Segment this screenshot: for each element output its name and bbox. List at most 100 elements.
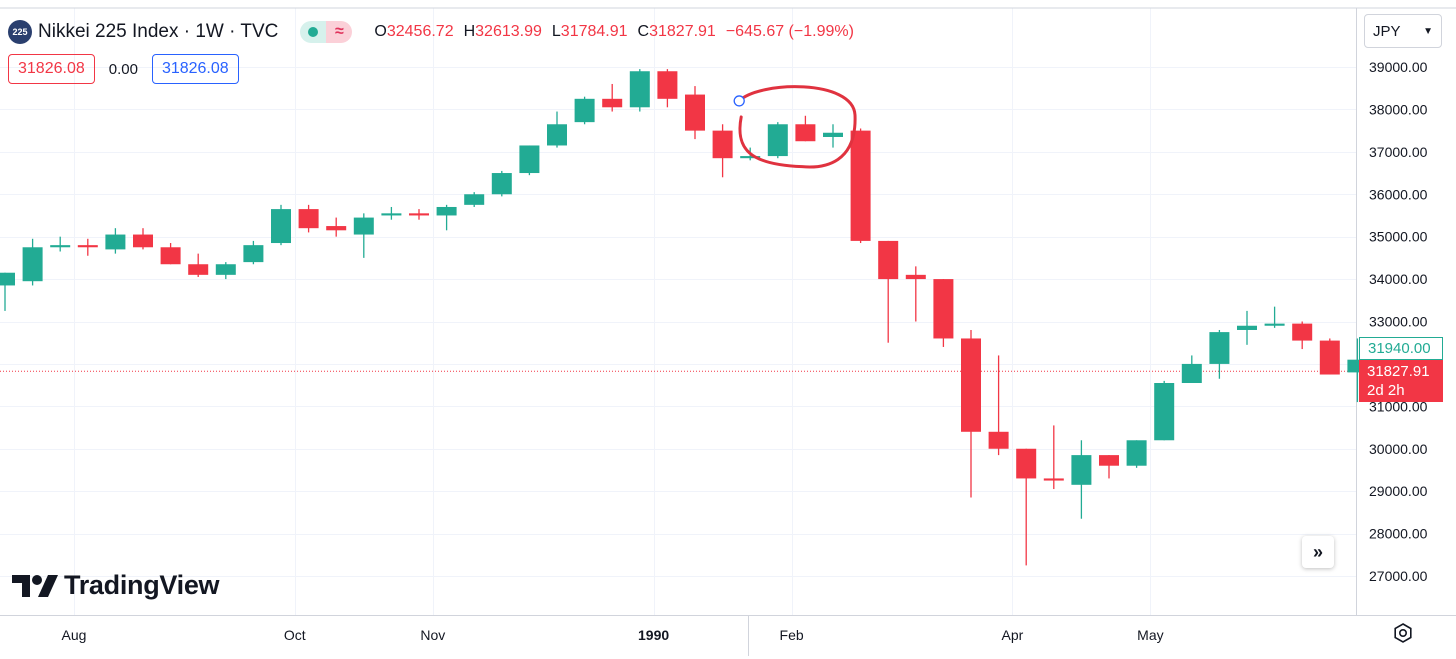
- scroll-to-realtime-icon[interactable]: »: [1302, 536, 1334, 568]
- candle-body: [988, 431, 1009, 449]
- price-tick-label: 39000.00: [1369, 59, 1428, 75]
- candle: [1237, 310, 1257, 345]
- spread-value: 0.00: [108, 60, 138, 78]
- candle: [1043, 425, 1064, 490]
- ohlc-low: L31784.91: [551, 23, 628, 40]
- candle: [878, 240, 899, 343]
- candle: [133, 228, 153, 250]
- candle: [491, 170, 512, 197]
- sell-price-button[interactable]: 31826.08: [8, 54, 95, 84]
- candle-body: [1292, 323, 1313, 341]
- candle-body: [878, 240, 899, 280]
- candle: [215, 262, 236, 280]
- trade-price-row: 31826.08 0.00 31826.08: [8, 54, 239, 84]
- candle-body: [712, 130, 733, 159]
- candle-body: [160, 247, 181, 265]
- candle: [1071, 440, 1092, 519]
- time-tick-label: Feb: [780, 627, 804, 643]
- chart-settings-icon[interactable]: [1392, 622, 1414, 644]
- candle-body: [1181, 363, 1202, 384]
- candle: [629, 69, 650, 112]
- candle: [50, 236, 71, 252]
- candle-body: [464, 194, 485, 205]
- ohlc-high: H32613.99: [463, 23, 542, 40]
- highlight-annotation[interactable]: [733, 85, 857, 169]
- candle: [988, 355, 1009, 456]
- price-axis-labels: 27000.00 28000.00 29000.00 30000.00 31000.00…: [1369, 59, 1428, 584]
- candle-body: [933, 279, 954, 339]
- time-tick-label: 1990: [638, 627, 669, 643]
- candle-body: [657, 71, 678, 99]
- candle-body: [1154, 383, 1175, 441]
- candle: [602, 83, 623, 112]
- bar-countdown: 2d 2h: [1367, 382, 1405, 399]
- market-open-dot-icon[interactable]: [300, 21, 327, 43]
- candle-body: [961, 338, 981, 432]
- green-price-tag: 31940.00: [1359, 337, 1443, 360]
- symbol-legend: 225 Nikkei 225 Index · 1W · TVC ≈ O32456…: [8, 17, 854, 47]
- candle: [961, 329, 981, 498]
- tradingview-mark-icon: [12, 574, 58, 597]
- candle-body: [188, 264, 209, 275]
- candle: [1181, 355, 1202, 384]
- grid-lines: [0, 8, 1356, 615]
- candle-body: [491, 173, 512, 195]
- annotation-circle: [737, 85, 857, 169]
- candle-body: [381, 213, 402, 216]
- candle: [1016, 448, 1037, 566]
- candle-body: [905, 274, 926, 280]
- tradingview-wordmark: TradingView: [64, 570, 220, 600]
- candle: [905, 266, 926, 322]
- price-tick-label: 30000.00: [1369, 441, 1428, 457]
- candle: [298, 204, 319, 233]
- candle-body: [795, 124, 816, 142]
- ohlc-values: O32456.72 H32613.99 L31784.91 C31827.91 …: [374, 23, 854, 41]
- annotation-anchor-handle: [733, 95, 745, 107]
- candle: [105, 228, 126, 254]
- candle: [0, 272, 15, 311]
- candle: [243, 240, 264, 265]
- candle-body: [740, 156, 761, 159]
- time-tick-label: Oct: [284, 627, 306, 643]
- candle-body: [50, 245, 71, 248]
- candle: [271, 204, 291, 246]
- candle: [436, 204, 457, 231]
- ohlc-change: −645.67 (−1.99%): [725, 23, 854, 40]
- candle: [381, 206, 402, 220]
- time-tick-label: Nov: [420, 627, 445, 643]
- candle: [795, 115, 816, 142]
- symbol-badge[interactable]: 225: [8, 20, 32, 44]
- candle-body: [326, 226, 347, 231]
- candle: [1126, 440, 1147, 468]
- candle-body: [685, 94, 705, 131]
- buy-price-button[interactable]: 31826.08: [151, 54, 239, 84]
- candle: [657, 69, 678, 108]
- candle-body: [629, 71, 650, 108]
- candle-body: [22, 247, 43, 282]
- time-tick-label: May: [1137, 627, 1163, 643]
- candle-body: [1016, 448, 1037, 479]
- candle-body: [77, 245, 98, 248]
- tradingview-logo[interactable]: TradingView: [12, 570, 220, 601]
- candle: [1209, 329, 1230, 379]
- price-tick-label: 37000.00: [1369, 144, 1428, 160]
- time-tick-label: Aug: [62, 627, 87, 643]
- delayed-data-icon[interactable]: ≈: [326, 21, 353, 43]
- price-tick-label: 38000.00: [1369, 101, 1428, 117]
- candle: [464, 192, 485, 207]
- price-tick-label: 27000.00: [1369, 568, 1428, 584]
- chevron-down-icon: ▼: [1423, 25, 1433, 37]
- ohlc-open: O32456.72: [374, 23, 454, 40]
- price-tick-label: 36000.00: [1369, 186, 1428, 202]
- price-tick-label: 33000.00: [1369, 314, 1428, 330]
- candle: [547, 111, 567, 148]
- symbol-title[interactable]: Nikkei 225 Index · 1W · TVC: [38, 21, 279, 42]
- market-status-pill[interactable]: ≈: [300, 21, 353, 43]
- candle: [77, 238, 98, 256]
- time-tick-label: Apr: [1002, 627, 1024, 643]
- candle-body: [767, 124, 788, 157]
- currency-select[interactable]: JPY ▼: [1364, 14, 1442, 48]
- candle: [712, 124, 733, 178]
- candle-body: [105, 234, 126, 250]
